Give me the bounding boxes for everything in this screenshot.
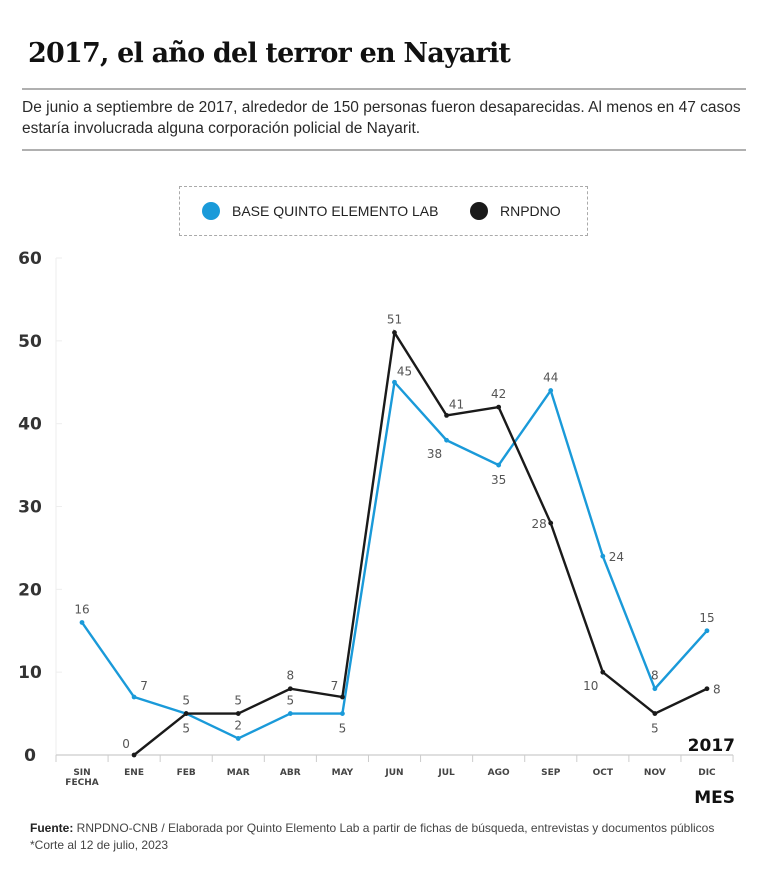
data-point: [287, 711, 293, 716]
y-tick-label: 0: [24, 746, 36, 766]
legend-label-rnpdno: RNPDNO: [500, 203, 561, 219]
data-label: 7: [140, 679, 148, 693]
data-label: 16: [74, 602, 89, 616]
data-point: [235, 711, 241, 716]
data-point: [131, 752, 137, 758]
data-label: 5: [234, 694, 242, 708]
x-tick-label: MAY: [332, 768, 354, 778]
data-label: 8: [286, 669, 294, 683]
year-label: 2017: [688, 736, 735, 756]
x-tick-label: FEB: [177, 768, 196, 778]
data-point: [444, 437, 449, 443]
data-label: 51: [387, 313, 402, 327]
data-label: 7: [331, 679, 339, 693]
y-tick-label: 30: [18, 498, 42, 518]
data-label: 10: [583, 679, 598, 693]
data-point: [704, 686, 710, 692]
data-point: [496, 462, 502, 468]
data-point: [600, 669, 606, 675]
data-label: 35: [491, 473, 506, 487]
data-point: [496, 404, 502, 410]
legend: BASE QUINTO ELEMENTO LAB RNPDNO: [179, 186, 588, 236]
x-tick-label: ENE: [124, 768, 144, 778]
data-point: [548, 520, 554, 526]
data-point: [704, 628, 710, 634]
data-label: 42: [491, 387, 506, 401]
source-text: RNPDNO-CNB / Elaborada por Quinto Elemen…: [73, 821, 715, 835]
x-tick-label: NOV: [644, 768, 666, 778]
y-tick-label: 50: [18, 332, 42, 352]
data-label: 5: [182, 694, 190, 708]
x-tick-label: SEP: [541, 768, 561, 778]
data-label: 5: [651, 722, 659, 736]
data-label: 44: [543, 371, 558, 385]
x-tick-label: DIC: [698, 768, 716, 778]
title-divider: [22, 88, 746, 90]
legend-item-rnpdno: RNPDNO: [470, 187, 561, 235]
data-point: [392, 330, 397, 335]
data-point: [548, 388, 554, 393]
legend-swatch-quinto: [202, 202, 220, 220]
data-label: 15: [699, 611, 714, 625]
data-point: [652, 686, 658, 692]
data-label: 5: [182, 722, 190, 736]
data-point: [444, 412, 449, 418]
y-tick-label: 10: [18, 663, 42, 683]
data-point: [287, 686, 293, 692]
y-tick-label: 60: [18, 249, 42, 269]
x-tick-label: JUN: [384, 768, 403, 778]
chart-subtitle: De junio a septiembre de 2017, alrededor…: [22, 99, 741, 137]
data-point: [652, 711, 658, 716]
data-label: 28: [531, 517, 546, 531]
data-label: 8: [651, 669, 659, 683]
data-point: [340, 711, 345, 716]
source-line: Fuente: RNPDNO-CNB / Elaborada por Quint…: [30, 820, 714, 837]
source-label: Fuente:: [30, 821, 74, 835]
legend-label-quinto: BASE QUINTO ELEMENTO LAB: [232, 203, 439, 219]
y-tick-label: 20: [18, 580, 42, 600]
x-axis-title: MES: [694, 788, 735, 808]
data-label: 5: [286, 694, 294, 708]
data-point: [79, 620, 85, 625]
chart-title: 2017, el año del terror en Nayarit: [28, 38, 511, 69]
data-label: 38: [427, 447, 442, 461]
data-point: [131, 694, 137, 700]
y-tick-label: 40: [18, 415, 42, 435]
data-point: [340, 694, 345, 700]
data-label: 0: [122, 737, 130, 751]
data-label: 2: [234, 718, 242, 732]
data-point: [183, 711, 189, 716]
series-line-rnpdno: [133, 329, 708, 756]
cutoff-note: *Corte al 12 de julio, 2023: [30, 838, 169, 852]
x-tick-label: MAR: [227, 768, 250, 778]
legend-item-quinto: BASE QUINTO ELEMENTO LAB: [202, 187, 438, 235]
legend-swatch-rnpdno: [470, 202, 488, 220]
data-label: 8: [713, 683, 721, 697]
footer: Fuente: RNPDNO-CNB / Elaborada por Quint…: [30, 820, 714, 854]
data-point: [600, 553, 606, 559]
data-point: [392, 379, 397, 385]
data-label: 45: [397, 364, 412, 378]
subtitle-divider: [22, 149, 746, 151]
x-tick-label: AGO: [488, 768, 510, 778]
data-label: 5: [339, 722, 347, 736]
x-tick-label: JUL: [437, 768, 455, 778]
data-point: [235, 736, 241, 741]
data-label: 41: [449, 397, 464, 411]
x-tick-label: ABR: [280, 768, 301, 778]
x-tick-label: OCT: [593, 768, 614, 778]
data-label: 24: [609, 550, 624, 564]
x-tick-label: SIN FECHA: [65, 768, 98, 788]
